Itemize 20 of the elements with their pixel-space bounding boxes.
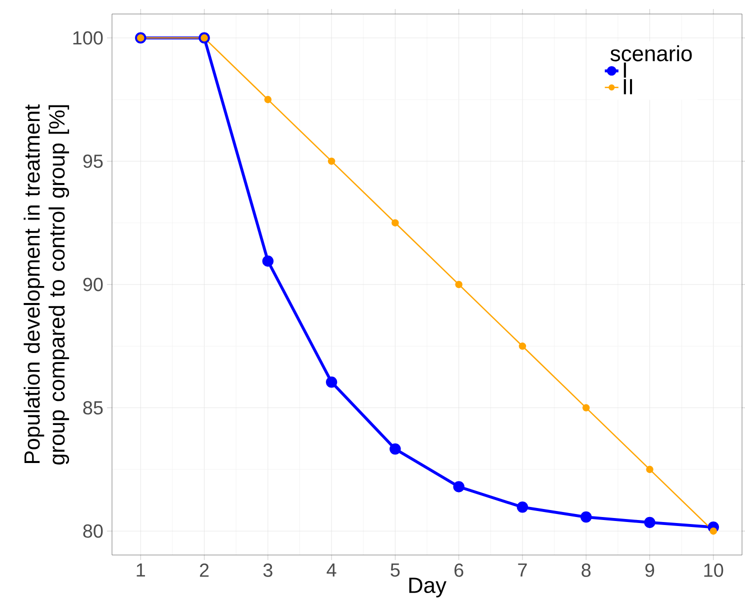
x-tick-label: 6 [454,564,464,577]
y-tick-label: 80 [83,524,103,538]
x-tick-label: 7 [518,564,527,577]
x-tick-label: 1 [136,564,145,577]
y-tick-label: 100 [73,31,103,45]
x-tick-label: 2 [200,564,209,577]
x-tick-label: 10 [704,564,724,577]
x-axis-title: Day [409,578,446,598]
x-tick-label: 5 [390,564,400,577]
x-tick-label: 3 [263,564,272,577]
x-tick-label: 9 [645,564,654,577]
y-axis-title: Population development in treatment group compared to control group [%] [24,104,70,464]
legend-title: scenario [610,45,692,62]
legend-label: I [624,62,626,78]
x-tick-label: 4 [326,564,336,577]
y-tick-label: 90 [83,278,103,292]
x-tick-label: 8 [582,564,591,577]
y-tick-label: 95 [83,154,103,168]
legend-label: II [624,79,632,94]
y-tick-label: 85 [83,401,103,414]
